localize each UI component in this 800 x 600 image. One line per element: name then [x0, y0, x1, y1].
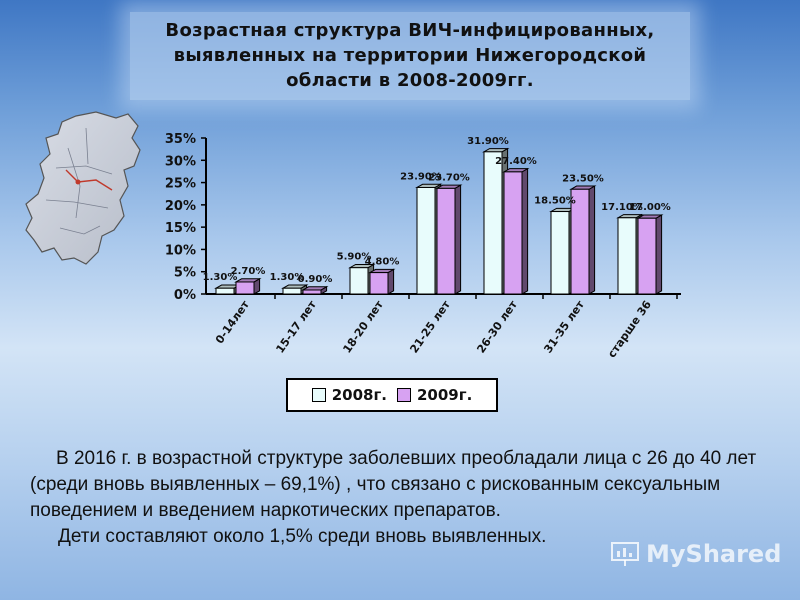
x-tick-label: 21-25 лет	[407, 298, 453, 356]
bar-2009г.-18-20 лет	[368, 268, 396, 295]
bar-2008г.-15-17 лет	[281, 284, 309, 295]
bar-front	[483, 151, 503, 295]
watermark: MyShared	[610, 540, 781, 568]
bar-front	[617, 217, 637, 295]
y-tick-label: 35%	[165, 132, 196, 147]
bar-2009г.-старше 36	[636, 214, 664, 295]
data-label: 1.30%	[270, 272, 305, 283]
title-backdrop	[130, 12, 690, 100]
bar-front	[282, 287, 302, 295]
bar-front	[570, 188, 590, 295]
bar-side	[454, 184, 462, 295]
data-label: 23.70%	[428, 172, 470, 183]
x-tick-label: 26-30 лет	[474, 298, 520, 356]
bar-front	[416, 186, 436, 295]
y-tick-label: 5%	[174, 266, 196, 281]
legend-swatch-2009	[397, 388, 411, 402]
y-tick-label: 25%	[165, 177, 196, 192]
y-tick-label: 10%	[165, 243, 196, 258]
bar-front	[302, 289, 322, 295]
data-label: 17.00%	[629, 202, 671, 213]
x-tick-label: 18-20 лет	[340, 298, 386, 356]
body-text: В 2016 г. в возрастной структуре заболев…	[30, 446, 760, 550]
data-label: 0.90%	[298, 274, 333, 285]
bar-2008г.-18-20 лет	[348, 263, 376, 295]
y-tick-label: 0%	[174, 288, 196, 303]
data-label: 23.50%	[562, 173, 604, 184]
bar-2009г.-15-17 лет	[301, 285, 329, 295]
bar-2009г.-26-30 лет	[502, 167, 530, 295]
data-label: 31.90%	[467, 136, 509, 147]
paragraph-1: В 2016 г. в возрастной структуре заболев…	[30, 448, 757, 521]
presentation-icon	[611, 542, 639, 566]
region-map	[25, 111, 141, 265]
data-label: 5.90%	[337, 252, 372, 263]
data-label: 23.90%	[400, 171, 442, 182]
data-label: 4.80%	[365, 257, 400, 268]
bar-2009г.-31-35 лет	[569, 185, 597, 295]
bar-2009г.-0-14лет	[234, 277, 262, 295]
x-tick-labels-layer: 0-14лет 15-17 лет 18-20 лет 21-25 лет 26-30 …	[213, 294, 678, 360]
slide-title: Возрастная структура ВИЧ-инфицированных,…	[130, 18, 690, 93]
data-labels-layer: 1.30%2.70%1.30%0.90%5.90%4.80%23.90%23.7…	[203, 136, 671, 285]
x-tick-label: старше 36	[605, 298, 654, 360]
bar-front	[436, 187, 456, 295]
x-tick-label: 31-35 лет	[541, 298, 587, 356]
bar-front	[349, 267, 369, 295]
bar-front	[637, 217, 657, 295]
legend-swatch-2008	[311, 388, 326, 402]
title-line-3: области в 2008-2009гг.	[286, 70, 534, 91]
bar-side	[387, 268, 395, 295]
data-label: 17.10%	[601, 202, 643, 213]
bar-2009г.-21-25 лет	[435, 184, 463, 295]
chart-legend: 2008г. 2009г.	[286, 378, 498, 412]
bar-front	[369, 272, 389, 295]
watermark-text: MyShared	[646, 540, 782, 568]
bar-front	[550, 211, 570, 295]
bar-front	[503, 171, 523, 295]
legend-item-2009: 2009г.	[397, 386, 472, 404]
data-label: 1.30%	[203, 272, 238, 283]
y-tick-label: 30%	[165, 154, 196, 169]
bar-side	[521, 167, 529, 295]
title-line-2: выявленных на территории Нижегородской	[173, 45, 647, 66]
legend-label-2009: 2009г.	[417, 386, 473, 404]
y-tick-label: 15%	[165, 221, 196, 236]
y-tick-label: 20%	[165, 199, 196, 214]
x-tick-label: 0-14лет	[213, 298, 252, 346]
legend-label-2008: 2008г.	[331, 386, 387, 404]
data-label: 2.70%	[231, 266, 266, 277]
legend-item-2008: 2008г.	[311, 386, 387, 404]
data-label: 27.40%	[495, 156, 537, 167]
bar-front	[235, 281, 255, 295]
data-label: 18.50%	[534, 196, 576, 207]
bars-layer	[214, 147, 664, 295]
title-line-1: Возрастная структура ВИЧ-инфицированных,	[165, 20, 655, 41]
paragraph-2: Дети составляют около 1,5% среди вновь в…	[58, 526, 547, 547]
bar-front	[215, 287, 235, 295]
x-tick-label: 15-17 лет	[273, 298, 319, 356]
bar-side	[655, 214, 663, 295]
bar-side	[588, 185, 596, 295]
